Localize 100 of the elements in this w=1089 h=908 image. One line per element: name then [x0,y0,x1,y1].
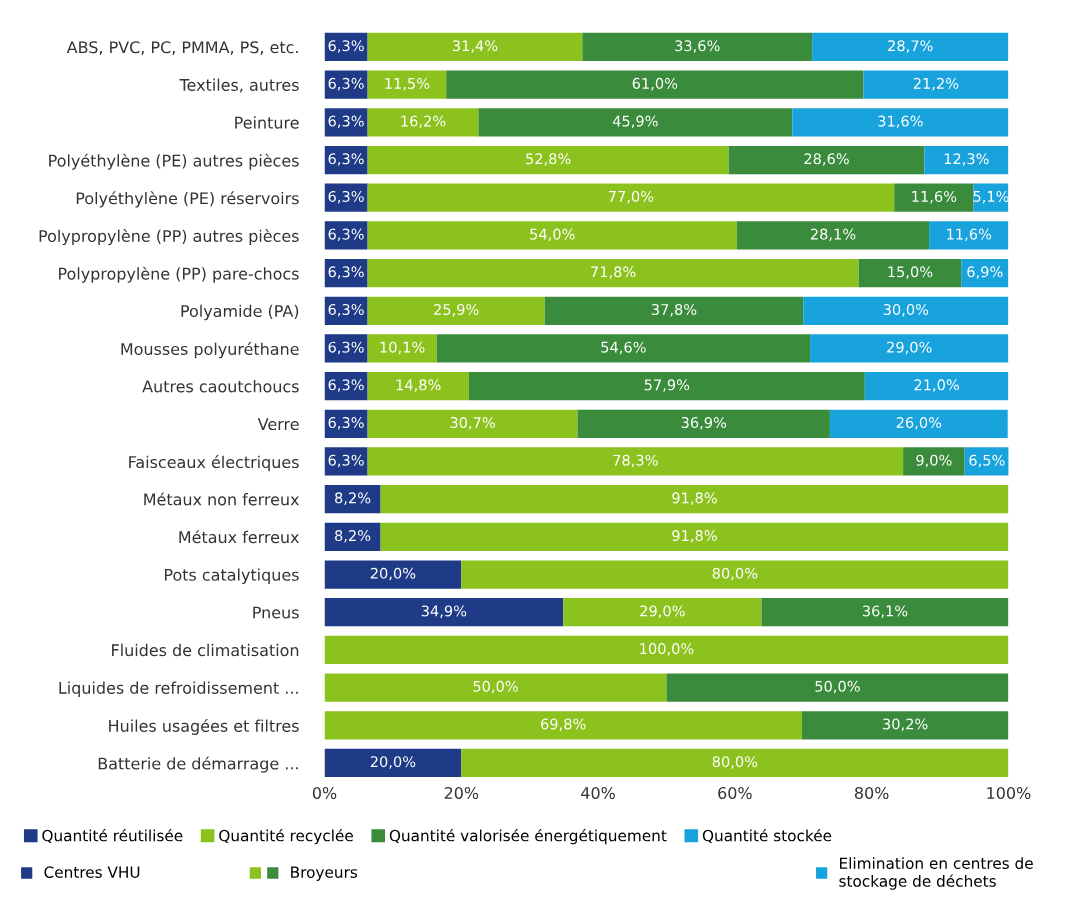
bar [324,108,368,137]
bar [582,32,813,62]
data-label: 30,2% [883,718,928,731]
y-tick-label: Textiles, autres [179,78,299,93]
data-label: 91,8% [672,530,717,543]
bar [324,635,1009,665]
y-tick-label: Métaux non ferreux [144,492,299,506]
bar [961,258,1009,288]
bar [324,485,381,514]
data-label: 54,6% [601,341,646,355]
data-label: 6,3% [328,379,364,392]
bar [324,183,368,212]
bar [367,258,859,288]
bar [324,447,368,476]
data-label: 91,8% [672,492,717,505]
data-label: 30,7% [450,417,495,430]
bar [367,447,904,476]
data-label: 6,3% [328,454,364,468]
y-tick-label: Peinture [235,116,299,129]
data-label: 21,0% [914,379,959,392]
data-label: 6,3% [328,153,364,166]
data-label: 50,0% [815,680,860,694]
bar [367,32,583,62]
y-tick-label: Métaux ferreux [179,530,299,544]
data-label: 6,3% [328,190,364,204]
data-label: 6,3% [328,77,364,91]
data-label: 20,0% [370,567,416,581]
data-label: 57,9% [644,379,690,392]
data-label: 33,6% [675,40,720,53]
bar [728,145,925,175]
data-label: 36,9% [681,417,727,430]
y-tick-label: Polypropylène (PP) autres pièces [39,229,299,246]
bar [367,70,447,99]
bar [461,748,1009,778]
bar [792,108,1009,137]
x-tick-label: 40% [581,786,615,800]
data-label: 14,8% [396,379,441,392]
bar [858,258,962,288]
data-label: 6,3% [328,266,364,279]
y-tick-label: Polypropylène (PP) pare-chocs [59,266,299,283]
bar [812,32,1009,62]
y-tick-label: Pots catalytiques [164,568,299,584]
bar [324,673,667,702]
bar [461,560,1009,589]
data-label: 45,9% [612,115,658,129]
y-tick-label: Polyéthylène (PE) réservoirs [76,191,299,208]
data-label: 11,5% [385,77,430,91]
bar [367,409,578,438]
y-tick-label: Huiles usagées et filtres [109,718,299,735]
bar [367,221,737,250]
data-label: 8,2% [335,492,371,505]
y-tick-label: Fluides de climatisation [112,643,299,657]
bar [324,258,368,288]
data-label: 25,9% [434,303,479,317]
x-tick-label: 60% [718,786,752,800]
x-tick-label: 20% [444,786,479,800]
bar [324,32,368,62]
data-label: 77,0% [608,190,654,204]
data-label: 50,0% [473,680,518,694]
bar [761,598,1009,627]
data-label: 10,1% [380,341,425,355]
data-label: 29,0% [640,605,685,618]
bar [367,372,469,401]
data-label: 31,6% [878,115,923,129]
bar [803,296,1009,325]
y-tick-label: Polyamide (PA) [181,304,299,321]
bar [666,673,1009,702]
x-tick-label: 100% [987,786,1031,800]
text: Centres VHU [44,866,140,878]
bar [324,711,802,740]
data-label: 80,0% [712,567,758,581]
data-label: 29,0% [887,341,932,355]
bar [324,221,368,250]
legend-label: Quantité recyclée [219,828,353,845]
text: Elimination en centres de stockage de déchets [839,857,1033,890]
bar [367,296,545,325]
data-label: 37,8% [651,303,697,317]
bar [324,522,381,551]
data-label: 6,3% [328,228,364,242]
legend-label: Quantité valorisée énergétiquement [389,828,667,845]
bar [380,522,1009,551]
bar [810,334,1009,363]
bar [367,334,437,363]
y-tick-label: ABS, PVC, PC, PMMA, PS, etc. [66,41,298,55]
bar [801,711,1009,740]
bar [324,748,462,778]
bar [324,70,368,99]
bar [324,598,564,627]
bar [577,409,830,438]
bar [964,447,1009,476]
bar [436,334,811,363]
data-label: 26,0% [896,417,942,430]
data-label: 69,8% [541,718,586,731]
data-label: 6,9% [967,266,1003,279]
y-tick-label: Batterie de démarrage ... [98,756,298,773]
data-label: 6,3% [328,417,364,430]
y-tick-label: Polyéthylène (PE) autres pièces [49,153,299,170]
data-label: 6,3% [328,303,364,317]
bar [367,183,895,212]
text: Broyeurs [291,866,358,881]
